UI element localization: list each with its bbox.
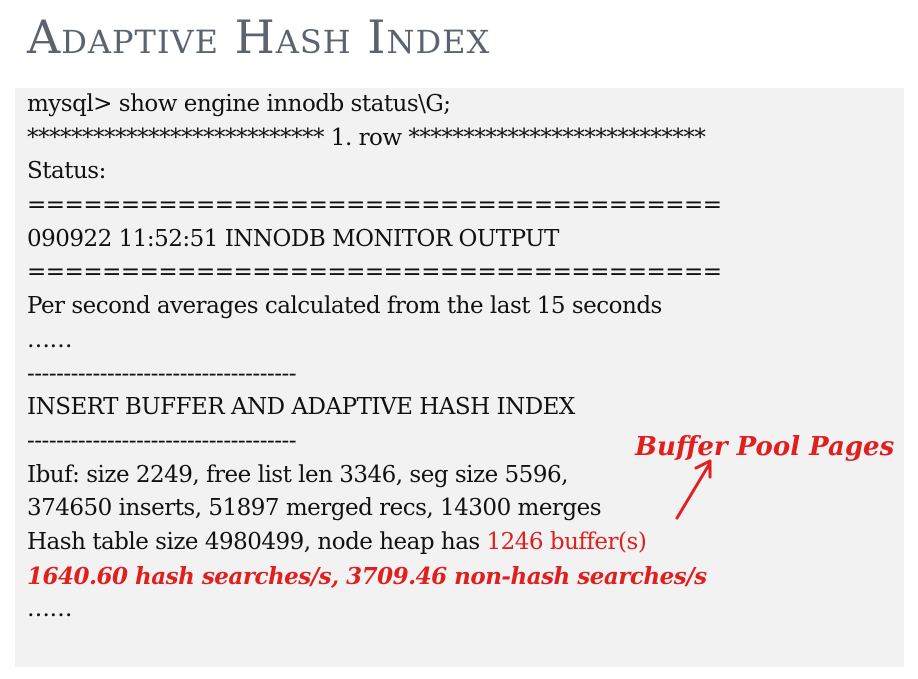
page-title: Adaptive Hash Index bbox=[27, 10, 491, 64]
terminal-line-dash-separator: ------------------------------------- bbox=[27, 360, 297, 387]
terminal-line-hash-searches: 1640.60 hash searches/s, 3709.46 non-has… bbox=[27, 562, 707, 590]
terminal-line-ellipsis: …… bbox=[27, 596, 72, 623]
terminal-line-command: mysql> show engine innodb status\G; bbox=[27, 91, 451, 117]
terminal-line-inserts: 374650 inserts, 51897 merged recs, 14300… bbox=[27, 495, 602, 522]
terminal-line-dash-separator: ------------------------------------- bbox=[27, 427, 297, 454]
terminal-line-monitor-output: 090922 11:52:51 INNODB MONITOR OUTPUT bbox=[27, 225, 559, 252]
terminal-line-section-heading: INSERT BUFFER AND ADAPTIVE HASH INDEX bbox=[27, 394, 575, 421]
terminal-line-hash-table: Hash table size 4980499, node heap has 1… bbox=[27, 526, 722, 560]
buffer-pool-pages-callout: Buffer Pool Pages bbox=[635, 432, 895, 462]
arrow-up-right-icon bbox=[675, 459, 712, 520]
terminal-lines: mysql> show engine innodb status\G; ****… bbox=[27, 88, 722, 627]
terminal-line-averages: Per second averages calculated from the … bbox=[27, 293, 662, 320]
terminal-line-ibuf: Ibuf: size 2249, free list len 3346, seg… bbox=[27, 461, 568, 488]
terminal-output-panel: mysql> show engine innodb status\G; ****… bbox=[15, 88, 904, 667]
terminal-line-ellipsis: …… bbox=[27, 326, 72, 353]
terminal-line-row-header: *************************** 1. row *****… bbox=[27, 124, 706, 151]
terminal-line-separator: ===================================== bbox=[27, 259, 722, 286]
buffer-count-highlight: 1246 buffer(s) bbox=[486, 528, 647, 555]
terminal-line-separator: ===================================== bbox=[27, 192, 722, 219]
terminal-line-status: Status: bbox=[27, 158, 106, 185]
hash-table-text: Hash table size 4980499, node heap has bbox=[27, 528, 487, 555]
